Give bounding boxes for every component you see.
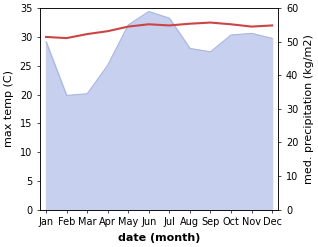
X-axis label: date (month): date (month) [118, 233, 200, 243]
Y-axis label: max temp (C): max temp (C) [4, 70, 14, 147]
Y-axis label: med. precipitation (kg/m2): med. precipitation (kg/m2) [304, 34, 314, 184]
